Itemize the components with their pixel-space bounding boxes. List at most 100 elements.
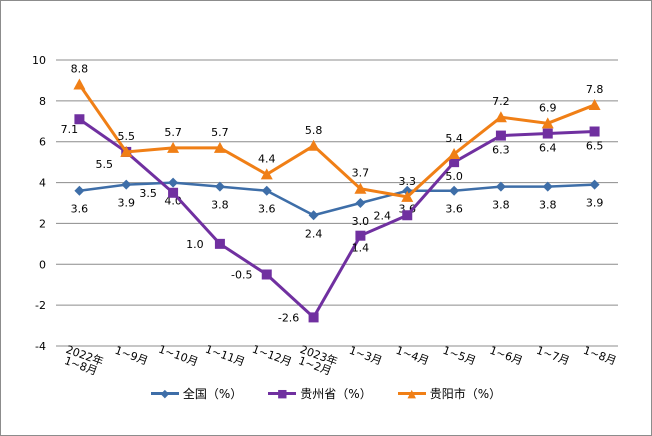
y-tick-label: -2 [35, 299, 46, 312]
data-label: 3.6 [258, 203, 276, 216]
legend-item: ▲ 贵阳市（%） [397, 385, 502, 402]
data-point-square [308, 312, 319, 323]
y-tick-label: 10 [32, 54, 46, 67]
x-tick-label: 1~5月 [441, 344, 478, 368]
legend-triangle-icon: ▲ [397, 387, 426, 400]
data-label: 2.4 [374, 209, 392, 222]
data-label: 2.4 [305, 227, 323, 240]
data-point-triangle [73, 78, 86, 90]
data-point-square [589, 126, 600, 137]
data-point-triangle [588, 98, 601, 110]
x-tick-label: 1~11月 [204, 343, 247, 369]
data-point-triangle [167, 141, 180, 153]
data-label: 3.0 [352, 215, 370, 228]
data-label: 6.9 [539, 101, 557, 114]
data-label: 5.0 [445, 170, 463, 183]
data-point-diamond [355, 198, 366, 208]
data-point-square [261, 269, 272, 280]
data-point-diamond [449, 185, 460, 196]
x-tick-label: 1~9月 [113, 344, 150, 368]
data-point-triangle [494, 111, 507, 123]
data-label: 5.4 [445, 132, 463, 145]
y-tick-label: 2 [39, 217, 46, 230]
data-label: 6.3 [492, 144, 510, 157]
data-label: 1.0 [186, 238, 204, 251]
data-label: 1.4 [352, 242, 370, 255]
data-label: 6.5 [586, 140, 604, 153]
data-label: 3.6 [445, 203, 463, 216]
data-label: 5.7 [164, 126, 182, 139]
data-point-diamond [495, 181, 506, 192]
data-point-diamond [589, 179, 600, 190]
legend-label: 贵州省（%） [300, 387, 372, 401]
data-point-triangle [354, 182, 367, 194]
data-label: 3.8 [492, 199, 510, 212]
data-label: 3.5 [139, 187, 157, 200]
legend-label: 全国（%） [182, 387, 243, 401]
data-point-square [542, 128, 553, 139]
data-label: 3.8 [539, 199, 557, 212]
data-label: 5.8 [305, 124, 323, 137]
data-label: 7.8 [586, 83, 604, 96]
x-tick-label: 1~12月 [250, 343, 293, 369]
data-point-triangle [260, 168, 273, 180]
data-point-square [214, 238, 225, 249]
series-line-0 [79, 181, 595, 217]
data-point-triangle [213, 141, 226, 153]
legend-diamond-icon: ◆ [150, 387, 179, 400]
data-point-diamond [542, 181, 553, 192]
data-label: 4.4 [258, 152, 276, 165]
data-point-diamond [168, 177, 179, 188]
y-tick-label: 6 [39, 136, 46, 149]
legend-item: ■ 贵州省（%） [268, 385, 372, 402]
data-label: 3.9 [586, 197, 604, 210]
data-point-square [495, 130, 506, 141]
legend: ◆ 全国（%） ■ 贵州省（%） ▲ 贵阳市（%） [1, 385, 651, 402]
data-label: 5.7 [211, 126, 229, 139]
y-tick-label: 4 [39, 177, 46, 190]
data-point-square [449, 157, 460, 168]
data-point-square [355, 230, 366, 241]
data-point-diamond [214, 181, 225, 192]
data-label: 3.9 [118, 197, 136, 210]
y-tick-label: 0 [39, 258, 46, 271]
data-label: 5.5 [118, 130, 136, 143]
legend-item: ◆ 全国（%） [150, 385, 243, 402]
x-tick-label: 1~3月 [347, 344, 384, 368]
y-tick-label: 8 [39, 95, 46, 108]
data-label: 3.8 [211, 199, 229, 212]
data-point-square [168, 187, 179, 198]
data-point-square [74, 114, 85, 125]
x-tick-label: 2022年1~8月 [60, 342, 105, 379]
data-label: 6.4 [539, 142, 557, 155]
data-label: 3.7 [352, 167, 370, 180]
data-point-triangle [541, 117, 554, 129]
data-label: 5.5 [96, 158, 114, 171]
data-point-square [402, 210, 413, 221]
data-point-triangle [401, 190, 414, 202]
data-label: 3.6 [71, 203, 89, 216]
x-tick-label: 1~6月 [488, 344, 525, 368]
series-line-1 [78, 118, 595, 320]
data-label: -2.6 [278, 311, 299, 324]
x-tick-label: 1~10月 [157, 343, 200, 369]
data-point-diamond [261, 185, 272, 196]
x-tick-label: 1~4月 [394, 344, 431, 368]
data-point-triangle [120, 145, 133, 157]
data-label: 7.1 [61, 123, 79, 136]
data-point-diamond [121, 179, 132, 190]
data-point-diamond [74, 185, 85, 196]
data-point-triangle [307, 139, 320, 151]
y-tick-label: -4 [35, 340, 46, 353]
legend-square-icon: ■ [268, 387, 297, 400]
legend-label: 贵阳市（%） [429, 387, 502, 401]
data-label: 7.2 [492, 95, 510, 108]
data-label: 3.3 [399, 175, 417, 188]
data-label: -0.5 [231, 269, 252, 282]
data-point-diamond [308, 210, 319, 221]
x-tick-label: 1~8月 [581, 344, 618, 368]
x-tick-label: 1~7月 [535, 344, 572, 368]
data-point-triangle [448, 147, 461, 159]
